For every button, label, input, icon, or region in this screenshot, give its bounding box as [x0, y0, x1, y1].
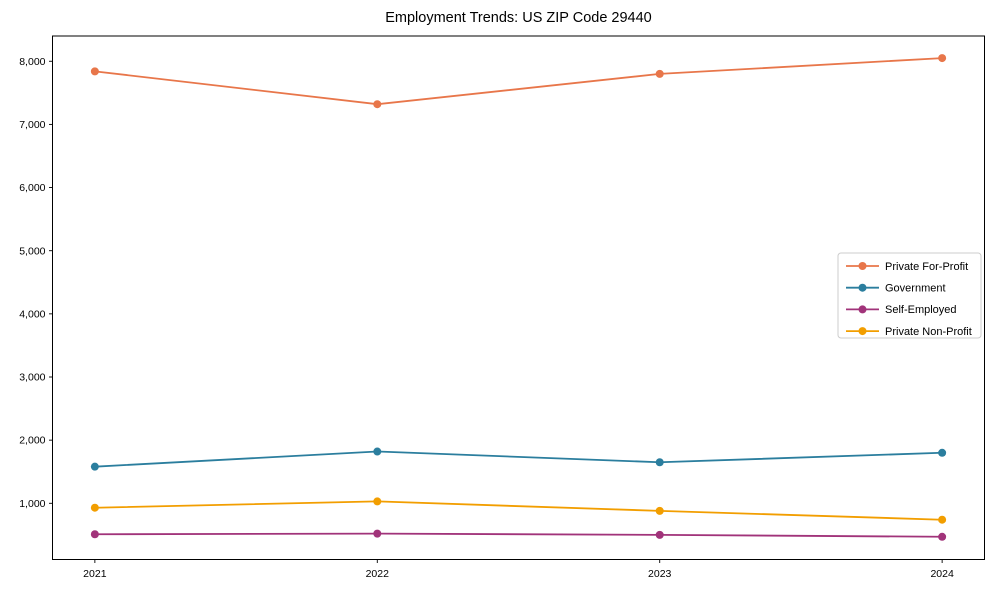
- series-line-self-employed: [94, 532, 943, 538]
- series-marker-government: [938, 448, 947, 457]
- y-tick-label: 5,000: [19, 245, 45, 257]
- x-tick-label: 2022: [366, 568, 390, 580]
- legend-marker-government: [858, 283, 867, 292]
- series-marker-self-employed: [90, 530, 99, 539]
- legend-marker-private-for-profit: [858, 262, 867, 270]
- series-marker-private-for-profit: [938, 54, 947, 63]
- x-tick-label: 2021: [83, 568, 107, 580]
- y-tick-label: 7,000: [19, 119, 45, 131]
- series-line-private-non-profit: [94, 500, 943, 521]
- chart-title: Employment Trends: US ZIP Code 29440: [385, 10, 652, 26]
- y-tick-label: 4,000: [19, 308, 45, 320]
- legend-label-government: Government: [885, 283, 946, 295]
- legend-marker-self-employed: [858, 305, 867, 314]
- series-line-private-for-profit: [94, 57, 943, 106]
- y-tick-label: 1,000: [19, 498, 45, 510]
- y-tick-label: 8,000: [19, 56, 45, 68]
- legend-label-private-for-profit: Private For-Profit: [885, 261, 968, 273]
- y-tick-label: 3,000: [19, 372, 45, 384]
- y-tick-label: 2,000: [19, 435, 45, 447]
- y-tick-label: 6,000: [19, 182, 45, 194]
- series-line-government: [94, 450, 943, 468]
- series-marker-private-non-profit: [938, 515, 947, 524]
- legend-box: [837, 252, 982, 339]
- legend-marker-private-non-profit: [858, 327, 867, 336]
- series-marker-private-for-profit: [373, 100, 382, 109]
- plot-border: [52, 35, 985, 560]
- series-marker-private-non-profit: [655, 506, 664, 515]
- series-marker-private-for-profit: [90, 67, 99, 76]
- series-marker-self-employed: [938, 532, 947, 541]
- legend-label-self-employed: Self-Employed: [885, 304, 957, 316]
- x-tick-label: 2024: [930, 568, 954, 580]
- legend-label-private-non-profit: Private Non-Profit: [885, 326, 972, 338]
- series-marker-government: [90, 462, 99, 471]
- series-marker-private-non-profit: [373, 497, 382, 506]
- series-marker-government: [655, 458, 664, 467]
- series-marker-private-for-profit: [655, 69, 664, 78]
- series-marker-self-employed: [655, 530, 664, 539]
- series-marker-government: [373, 447, 382, 456]
- series-marker-private-non-profit: [90, 503, 99, 512]
- series-marker-self-employed: [373, 529, 382, 538]
- x-tick-label: 2023: [648, 568, 672, 580]
